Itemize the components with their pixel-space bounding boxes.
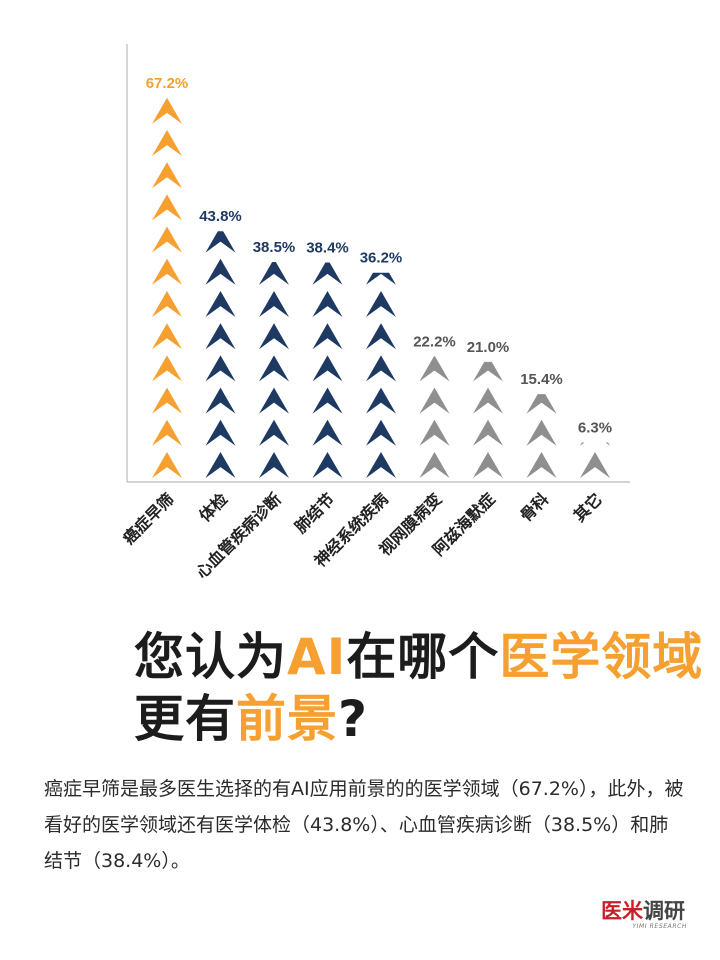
logo-part-2: 调研 [643, 898, 685, 923]
bar-chevron [312, 452, 343, 478]
value-label: 67.2% [146, 75, 189, 92]
bar-chevron [259, 452, 289, 478]
logo-part-1: 医米 [601, 898, 643, 923]
bar-chevron [526, 419, 557, 446]
value-label: 43.8% [199, 208, 242, 225]
bar-4 [312, 262, 343, 478]
heading-line-2: 更有前景? [134, 688, 703, 750]
bar-chevron [205, 323, 236, 350]
bar-chevron [366, 323, 396, 350]
bar-6 [419, 356, 450, 478]
brand-logo: 医米调研 YIMI RESEARCH [601, 899, 701, 933]
bar-chevron [580, 452, 610, 478]
bar-chevron [205, 452, 236, 478]
value-label: 38.5% [253, 239, 296, 256]
value-label: 22.2% [413, 333, 456, 350]
bar-chevron [366, 355, 396, 382]
category-label: 肺结节 [291, 489, 338, 536]
bar-chevron [312, 419, 343, 446]
bar-chevron [205, 258, 236, 285]
bar-chevron [419, 419, 450, 446]
heading-line-1: 您认为AI在哪个医学领域 [134, 626, 703, 688]
bar-chevron [473, 419, 503, 446]
heading-highlight: 医学领域 [499, 628, 704, 686]
bar-chevron [366, 291, 396, 317]
logo-subtitle: YIMI RESEARCH [632, 923, 687, 930]
bar-chevron [152, 130, 182, 156]
bar-chevron [152, 194, 182, 221]
bar-chevron [259, 387, 289, 414]
bar-chevron [152, 226, 182, 253]
bar-chevron [366, 419, 396, 446]
bar-chevron [152, 291, 182, 317]
heading-text: 您认为 [134, 628, 287, 686]
bar-chevron [366, 387, 396, 414]
bar-chevron [152, 419, 182, 446]
bar-chevron-partial [312, 262, 343, 285]
bar-chevron-partial [259, 262, 289, 285]
heading-text: 在哪个 [346, 628, 500, 686]
category-label: 癌症早筛 [119, 489, 178, 548]
category-label: 骨科 [516, 489, 552, 525]
heading-text: 更有 [134, 690, 236, 748]
bar-8 [526, 394, 557, 478]
bar-chevron [205, 291, 236, 317]
bar-chevron [312, 355, 343, 382]
bar-chevron [152, 97, 182, 124]
description-text: 癌症早筛是最多医生选择的有AI应用前景的的医学领域（67.2%），此外，被看好的… [44, 778, 684, 872]
bar-9 [580, 442, 610, 478]
value-label: 38.4% [306, 240, 349, 257]
bar-chevron [205, 355, 236, 382]
bar-chevron [419, 452, 450, 478]
category-label: 其它 [570, 489, 606, 525]
bar-chevron [312, 323, 343, 350]
value-label: 15.4% [520, 371, 563, 388]
bar-chevron [419, 387, 450, 414]
heading-text: ? [338, 690, 369, 748]
bar-chevron-partial [366, 272, 396, 285]
bar-chevron [259, 323, 289, 350]
category-label: 体检 [195, 489, 231, 525]
value-label: 6.3% [578, 420, 612, 437]
bar-3 [259, 262, 289, 478]
bar-chevron [259, 419, 289, 446]
bar-chevron [152, 162, 182, 189]
page-heading: 您认为AI在哪个医学领域 更有前景? [134, 626, 703, 750]
bar-chevron-partial [473, 361, 503, 382]
bar-chevron [473, 452, 503, 478]
bar-chevron [473, 387, 503, 414]
bar-chevron [152, 452, 182, 478]
bar-chevron [312, 291, 343, 317]
bar-chevron-partial [526, 394, 557, 414]
bar-chevron [205, 419, 236, 446]
bar-1 [152, 97, 182, 478]
heading-highlight: AI [287, 628, 347, 686]
bar-5 [366, 272, 396, 478]
bar-chart: 67.2% 43.8% 38.5% 38.4% 36.2% 22.2% 21.0% 15.4%… [119, 44, 630, 582]
bar-chevron [312, 387, 343, 414]
bar-chevron [152, 323, 182, 350]
bar-chevron [205, 387, 236, 414]
value-label: 36.2% [360, 250, 403, 267]
bar-chevron-partial [419, 356, 450, 382]
bar-chevron [259, 355, 289, 382]
bar-chevron [152, 355, 182, 382]
bar-chevron [526, 452, 557, 478]
bar-chevron [259, 291, 289, 317]
bar-2 [205, 231, 236, 478]
bar-chevron-partial [580, 442, 610, 446]
bar-chevron-partial [205, 231, 236, 253]
value-label: 21.0% [467, 339, 510, 356]
bar-chevron [366, 452, 396, 478]
bar-chevron [152, 258, 182, 285]
bar-7 [473, 361, 503, 478]
bar-chevron [152, 387, 182, 414]
logo-wordmark: 医米调研 [601, 899, 701, 923]
heading-highlight: 前景 [236, 690, 338, 748]
